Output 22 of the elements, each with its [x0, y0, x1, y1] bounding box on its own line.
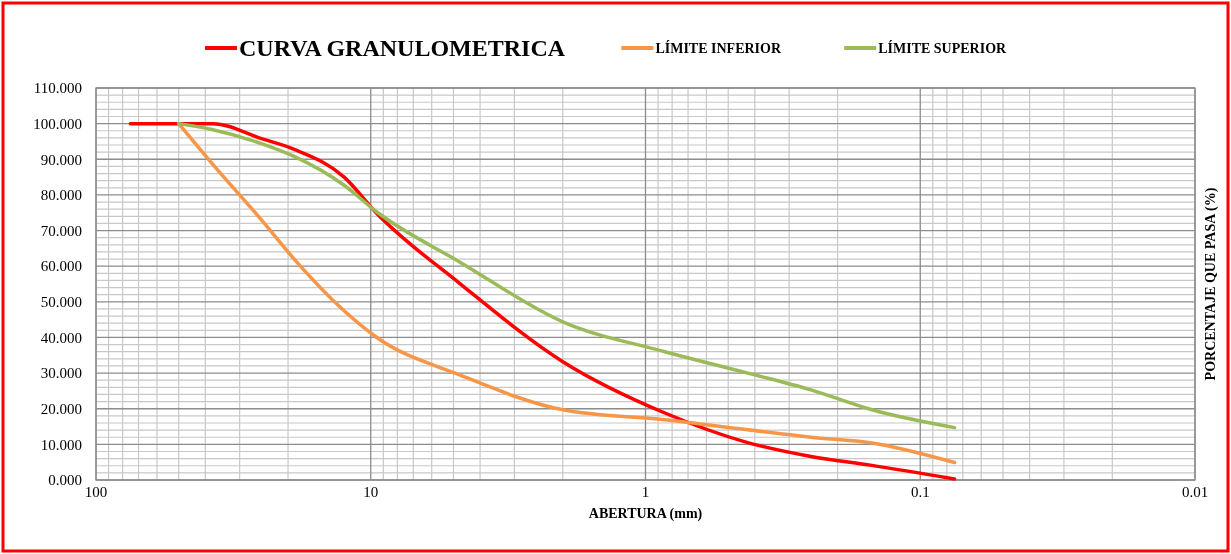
y2-axis-title: PORCENTAJE QUE PASA (%): [1203, 187, 1219, 381]
x-tick-label: 1: [641, 484, 650, 500]
y-tick-label: 110.000: [33, 80, 82, 97]
y-tick-label: 90.000: [40, 151, 82, 168]
x-tick-label: 0.1: [910, 484, 930, 500]
y-tick-label: 0.000: [48, 472, 82, 489]
x-tick-label: 10: [363, 484, 379, 500]
legend-label: CURVA GRANULOMETRICA: [239, 35, 566, 62]
legend-label: LÍMITE SUPERIOR: [878, 39, 1008, 56]
legend-label: LÍMITE INFERIOR: [655, 39, 782, 56]
y-tick-label: 70.000: [40, 222, 82, 239]
y-tick-label: 10.000: [40, 436, 82, 453]
y-tick-label: 60.000: [40, 258, 82, 275]
y-tick-label: 80.000: [40, 187, 82, 204]
y-tick-label: 30.000: [40, 365, 82, 382]
x-tick-label: 100: [84, 484, 108, 500]
y-tick-label: 50.000: [40, 294, 82, 311]
y-tick-label: 100.000: [33, 115, 82, 132]
y-tick-label: 20.000: [40, 400, 82, 417]
x-tick-label: 0.01: [1181, 484, 1209, 500]
x-axis-title: ABERTURA (mm): [588, 506, 703, 522]
y-tick-label: 40.000: [40, 329, 82, 346]
